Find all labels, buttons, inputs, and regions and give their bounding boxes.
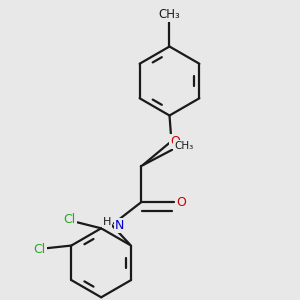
Text: Cl: Cl [63, 213, 76, 226]
Text: H: H [103, 217, 112, 227]
Text: CH₃: CH₃ [159, 8, 180, 21]
Text: O: O [176, 196, 186, 209]
Text: CH₃: CH₃ [174, 141, 193, 151]
Text: Cl: Cl [34, 242, 46, 256]
Text: N: N [115, 219, 124, 232]
Text: O: O [170, 135, 180, 148]
